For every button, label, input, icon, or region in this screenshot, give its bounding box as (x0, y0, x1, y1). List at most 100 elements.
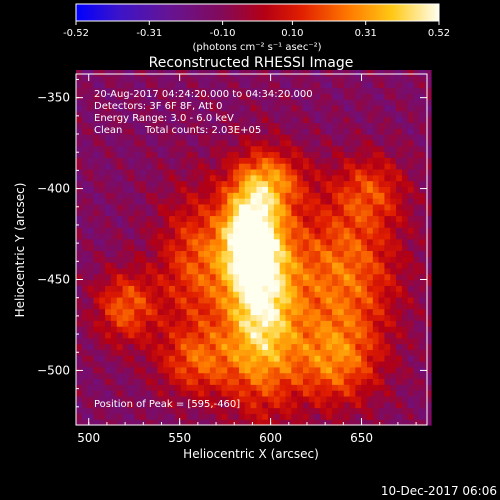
heatmap-cell (110, 419, 118, 426)
heatmap-cell (134, 250, 141, 257)
heatmap-cell (221, 320, 228, 327)
heatmap-cell (273, 413, 281, 420)
heatmap-cell (221, 139, 228, 147)
heatmap-cell (326, 186, 333, 193)
heatmap-cell (110, 134, 118, 141)
heatmap-cell (343, 151, 351, 158)
heatmap-cell (425, 273, 432, 281)
heatmap-cell (413, 326, 420, 333)
heatmap-cell (297, 419, 304, 426)
heatmap-cell (262, 384, 269, 391)
heatmap-cell (180, 174, 188, 182)
heatmap-cell (419, 180, 426, 187)
heatmap-cell (163, 279, 170, 286)
heatmap-cell (122, 134, 129, 141)
heatmap-cell (349, 99, 356, 106)
heatmap-cell (425, 366, 432, 374)
heatmap-cell (128, 192, 135, 199)
heatmap-cell (122, 209, 129, 217)
heatmap-cell (238, 168, 246, 176)
heatmap-cell (425, 168, 432, 176)
heatmap-cell (169, 110, 176, 118)
heatmap-cell (302, 267, 310, 275)
heatmap-cell (337, 401, 345, 409)
heatmap-cell (140, 134, 147, 141)
heatmap-cell (87, 314, 95, 321)
heatmap-cell (145, 87, 153, 94)
heatmap-cell (268, 395, 275, 403)
heatmap-cell (105, 238, 112, 246)
heatmap-cell (425, 186, 432, 193)
heatmap-cell (116, 157, 124, 164)
heatmap-cell (233, 163, 240, 170)
heatmap-cell (76, 343, 83, 350)
heatmap-cell (221, 87, 228, 94)
heatmap-cell (128, 198, 135, 205)
heatmap-cell (198, 93, 205, 100)
heatmap-cell (163, 227, 170, 234)
heatmap-cell (157, 221, 164, 228)
heatmap-cell (140, 273, 147, 281)
heatmap-cell (320, 267, 327, 275)
heatmap-cell (169, 227, 176, 234)
heatmap-cell (238, 250, 246, 257)
heatmap-cell (76, 93, 83, 100)
heatmap-cell (372, 232, 380, 240)
heatmap-cell (116, 244, 124, 252)
colorbar-tick-labels: -0.52 -0.31 -0.10 0.10 0.31 0.52 (63, 28, 450, 39)
heatmap-cell (128, 134, 135, 141)
heatmap-cell (268, 151, 275, 158)
heatmap-cell (215, 256, 223, 263)
heatmap-cell (157, 326, 164, 333)
heatmap-cell (140, 401, 147, 409)
heatmap-cell (180, 163, 188, 170)
heatmap-cell (186, 70, 193, 77)
heatmap-cell (215, 337, 223, 345)
heatmap-cell (314, 192, 322, 199)
heatmap-cell (163, 331, 170, 339)
heatmap-cell (343, 337, 351, 345)
heatmap-cell (186, 93, 193, 100)
heatmap-cell (93, 390, 100, 397)
heatmap-cell (285, 273, 292, 281)
heatmap-cell (76, 395, 83, 403)
heatmap-cell (215, 116, 223, 123)
heatmap-cell (355, 279, 362, 286)
heatmap-cell (110, 308, 118, 316)
heatmap-cell (157, 262, 164, 269)
heatmap-cell (343, 326, 351, 333)
heatmap-cell (308, 262, 316, 269)
heatmap-cell (355, 174, 362, 182)
heatmap-cell (99, 163, 106, 170)
heatmap-cell (209, 395, 217, 403)
heatmap-cell (343, 75, 351, 83)
y-tick-label: −500 (37, 363, 70, 377)
heatmap-cell (268, 75, 275, 83)
heatmap-cell (186, 262, 193, 269)
heatmap-cell (401, 419, 409, 426)
heatmap-cell (413, 256, 420, 263)
heatmap-cell (343, 390, 351, 397)
heatmap-cell (93, 279, 100, 286)
heatmap-cell (157, 401, 164, 409)
heatmap-cell (308, 163, 316, 170)
heatmap-cell (76, 349, 83, 356)
heatmap-cell (407, 215, 415, 222)
heatmap-cell (297, 99, 304, 106)
heatmap-cell (145, 331, 153, 339)
heatmap-cell (233, 413, 240, 420)
heatmap-cell (116, 302, 124, 310)
heatmap-cell (285, 163, 292, 170)
heatmap-cell (163, 390, 170, 397)
heatmap-cell (407, 250, 415, 257)
heatmap-cell (355, 116, 362, 123)
heatmap-cell (87, 186, 95, 193)
heatmap-cell (297, 349, 304, 356)
heatmap-cell (81, 238, 89, 246)
heatmap-cell (425, 81, 432, 89)
heatmap-cell (361, 419, 368, 426)
heatmap-cell (145, 180, 153, 187)
heatmap-cell (87, 413, 95, 420)
heatmap-cell (407, 227, 415, 234)
heatmap-cell (355, 308, 362, 316)
